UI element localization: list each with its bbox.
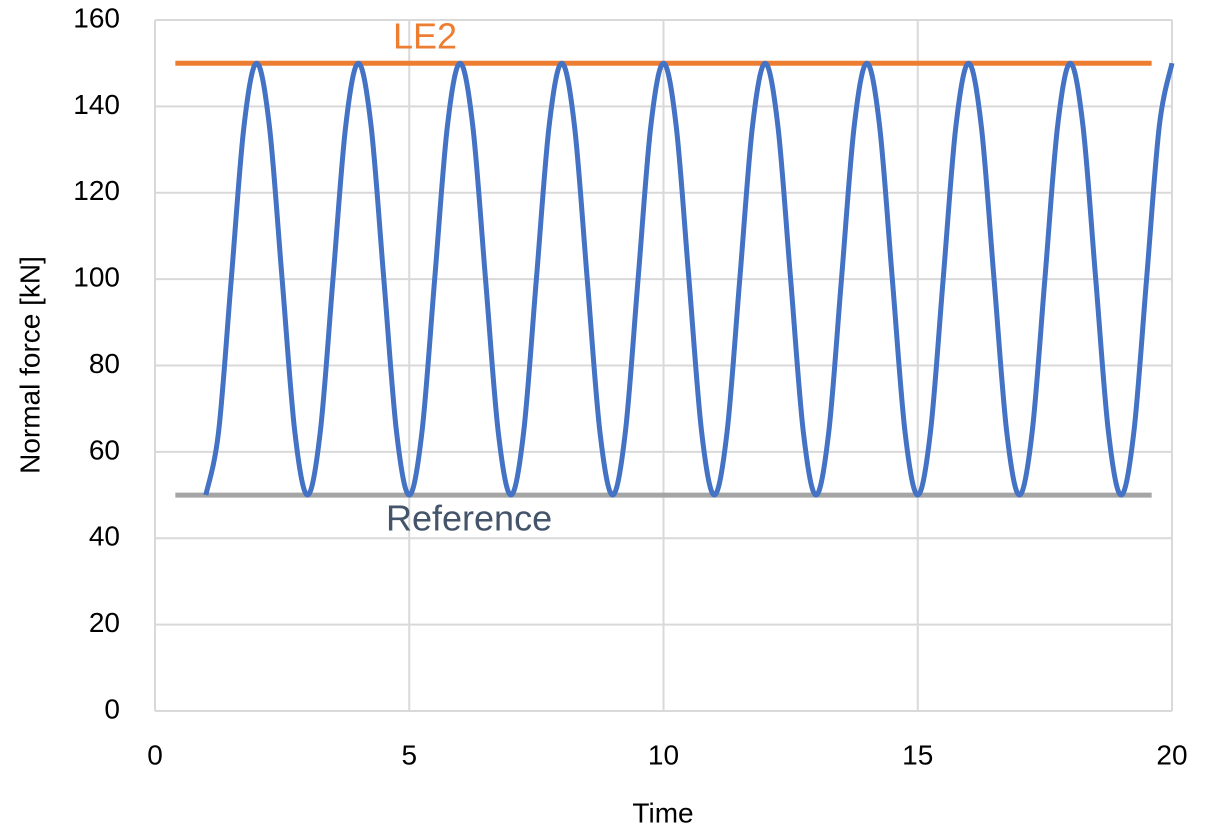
x-tick-label: 10: [648, 739, 679, 770]
x-tick-label: 0: [147, 739, 163, 770]
x-tick-label: 15: [902, 739, 933, 770]
y-tick-label: 120: [73, 175, 120, 206]
y-tick-label: 80: [89, 348, 120, 379]
y-tick-label: 20: [89, 607, 120, 638]
y-tick-label: 60: [89, 434, 120, 465]
y-tick-label: 0: [104, 693, 120, 724]
x-tick-label: 20: [1156, 739, 1187, 770]
x-tick-label: 5: [401, 739, 417, 770]
y-tick-label: 160: [73, 2, 120, 33]
y-axis-label: Normal force [kN]: [14, 256, 45, 474]
line-label: LE2: [393, 16, 457, 57]
x-axis-label: Time: [632, 797, 693, 828]
line-label: Reference: [386, 498, 552, 539]
y-tick-label: 100: [73, 262, 120, 293]
y-tick-label: 40: [89, 521, 120, 552]
y-tick-label: 140: [73, 89, 120, 120]
series-line: [203, 60, 1175, 498]
